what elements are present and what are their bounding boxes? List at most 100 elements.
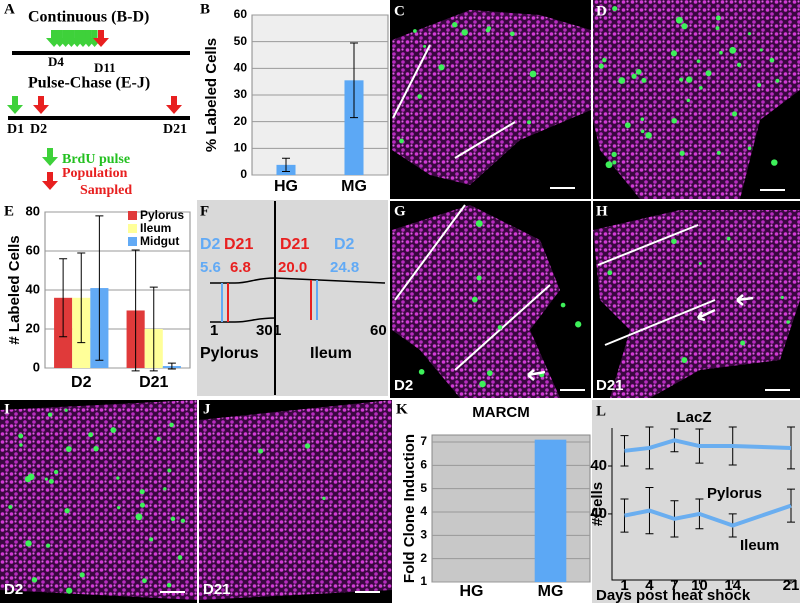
green-nucleus — [461, 29, 468, 36]
cut-line — [604, 299, 716, 346]
y-tick-label: 5 — [420, 481, 427, 495]
error-bar — [59, 258, 68, 338]
green-nucleus — [759, 48, 763, 52]
x-tick-label: MG — [341, 178, 367, 195]
label: 1 — [273, 322, 281, 339]
label: 60 — [370, 322, 387, 339]
green-nucleus — [757, 83, 762, 87]
label: 30 — [256, 322, 273, 339]
green-nucleus — [670, 50, 678, 57]
legend-swatch — [128, 224, 137, 233]
green-nucleus — [640, 117, 645, 122]
x-tick-label: D21 — [139, 374, 168, 391]
y-axis-label: #Cells — [589, 482, 606, 526]
green-nucleus — [486, 370, 493, 377]
label: D2 — [334, 236, 355, 253]
panel-letter: L — [596, 403, 606, 419]
green-nucleus — [322, 496, 326, 501]
panel-letter: I — [4, 401, 10, 417]
green-nucleus — [47, 412, 53, 417]
green-nucleus — [399, 138, 404, 144]
error-bar — [167, 362, 176, 370]
green-nucleus — [423, 44, 427, 48]
green-nucleus — [45, 543, 51, 548]
green-nucleus — [18, 433, 24, 439]
panel-letter: B — [200, 1, 210, 17]
arrow — [7, 96, 23, 114]
green-nucleus — [93, 445, 99, 452]
y-tick-label: 0 — [240, 167, 247, 181]
label: Ileum — [310, 345, 352, 362]
green-nucleus — [641, 77, 647, 83]
green-nucleus — [527, 120, 532, 125]
green-nucleus — [177, 555, 183, 560]
y-tick-label: 1 — [420, 574, 427, 588]
x-tick-label: 21 — [783, 577, 800, 594]
arrow — [166, 96, 182, 114]
label: 20.0 — [278, 259, 307, 276]
error-bar — [787, 426, 796, 470]
green-nucleus — [166, 582, 172, 588]
x-tick-label: 14 — [724, 577, 741, 594]
green-nucleus — [699, 85, 703, 90]
error-bar — [350, 42, 358, 119]
x-tick-label: HG — [460, 583, 484, 600]
green-nucleus — [471, 296, 478, 303]
tissue — [392, 10, 591, 185]
green-nucleus — [612, 160, 617, 165]
green-nucleus — [560, 302, 566, 308]
label: D2 — [30, 122, 47, 137]
green-nucleus — [139, 489, 145, 495]
y-tick-label: 60 — [234, 7, 248, 21]
green-nucleus — [485, 28, 491, 33]
green-nucleus — [747, 146, 752, 151]
label: 1 — [210, 322, 218, 339]
green-nucleus — [602, 57, 607, 63]
panel-letter: H — [596, 203, 608, 219]
error-bar — [149, 286, 158, 372]
tissue — [593, 210, 800, 398]
y-axis-label: # Labeled Cells — [6, 235, 23, 344]
green-nucleus — [681, 23, 688, 30]
green-nucleus — [729, 46, 737, 54]
green-nucleus — [736, 62, 742, 67]
green-nucleus — [605, 161, 613, 169]
label: 5.6 — [200, 259, 221, 276]
green-nucleus — [696, 59, 701, 63]
line — [624, 438, 792, 453]
y-tick-label: 80 — [26, 203, 40, 218]
green-nucleus — [156, 436, 161, 442]
green-nucleus — [705, 70, 712, 77]
x-tick-label: MG — [538, 583, 564, 600]
green-nucleus — [438, 64, 445, 71]
y-tick-label: 4 — [420, 504, 427, 518]
label: D21 — [280, 236, 309, 253]
green-nucleus — [510, 31, 515, 37]
tissue — [0, 400, 197, 600]
panel-letter: K — [396, 401, 408, 417]
green-nucleus — [731, 111, 738, 117]
green-nucleus — [65, 446, 72, 452]
y-tick-label: 30 — [234, 87, 248, 101]
arrow — [42, 148, 58, 166]
panel-letter: D — [596, 3, 607, 19]
panel-letter: J — [203, 401, 211, 417]
y-tick-label: 20 — [234, 114, 248, 128]
y-tick-label: 0 — [33, 359, 40, 374]
series-label: Ileum — [740, 537, 779, 554]
green-nucleus — [686, 76, 693, 83]
chart-title: MARCM — [472, 404, 530, 421]
green-nucleus — [116, 476, 120, 480]
legend-swatch — [128, 237, 137, 246]
label: BrdU pulse — [62, 152, 130, 167]
x-tick-label: 7 — [670, 577, 678, 594]
panel-letter: C — [394, 3, 405, 19]
green-nucleus — [110, 427, 117, 433]
green-nucleus — [170, 516, 176, 522]
green-nucleus — [740, 340, 746, 346]
error-bar — [131, 249, 140, 372]
label: Population — [62, 166, 128, 181]
axis — [611, 428, 796, 581]
green-nucleus — [53, 469, 59, 475]
